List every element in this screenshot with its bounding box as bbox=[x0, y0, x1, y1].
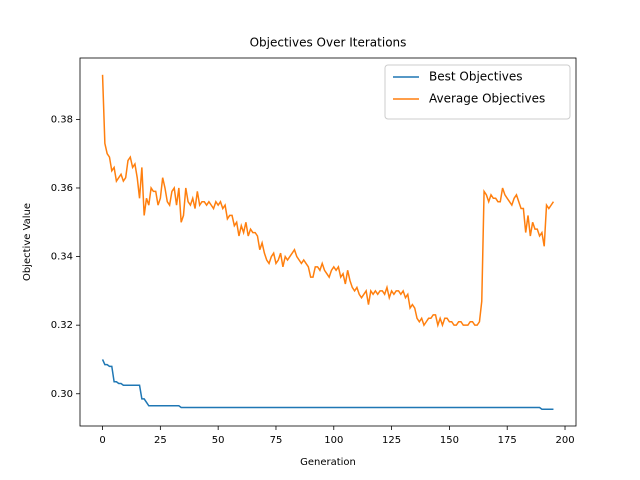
y-tick-label: 0.34 bbox=[51, 252, 73, 263]
chart-title: Objectives Over Iterations bbox=[250, 36, 407, 50]
x-tick-label: 50 bbox=[212, 435, 225, 446]
x-tick-label: 150 bbox=[440, 435, 459, 446]
x-tick-label: 200 bbox=[555, 435, 574, 446]
y-tick-label: 0.36 bbox=[51, 183, 73, 194]
x-tick-label: 0 bbox=[99, 435, 105, 446]
y-axis-label: Objective Value bbox=[22, 203, 33, 281]
plot-frame bbox=[79, 57, 577, 427]
x-tick-label: 25 bbox=[154, 435, 167, 446]
y-tick-label: 0.38 bbox=[51, 114, 73, 125]
series-line bbox=[101, 74, 555, 328]
y-tick-label: 0.32 bbox=[51, 320, 73, 331]
x-tick-label: 75 bbox=[270, 435, 283, 446]
legend-box bbox=[384, 64, 571, 120]
legend-label: Average Objectives bbox=[429, 92, 545, 106]
x-tick-label: 125 bbox=[382, 435, 401, 446]
x-tick-label: 175 bbox=[498, 435, 517, 446]
legend-label: Best Objectives bbox=[429, 70, 523, 84]
x-axis-label: Generation bbox=[300, 457, 356, 468]
x-tick-label: 100 bbox=[324, 435, 343, 446]
y-tick-label: 0.30 bbox=[51, 389, 73, 400]
series-line bbox=[101, 359, 554, 410]
